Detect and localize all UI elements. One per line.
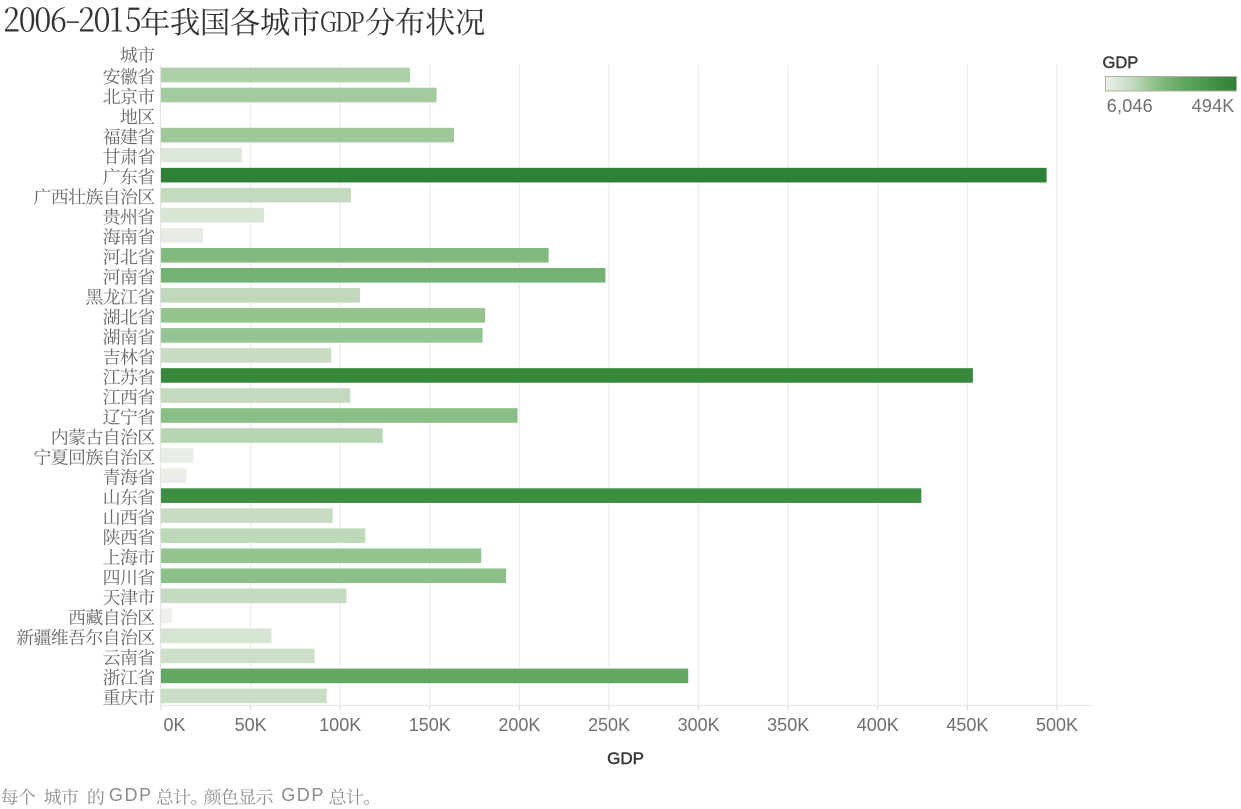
svg-text:300K: 300K xyxy=(678,715,720,735)
svg-text:250K: 250K xyxy=(588,715,630,735)
svg-text:450K: 450K xyxy=(946,715,988,735)
svg-text:500K: 500K xyxy=(1036,715,1078,735)
svg-text:350K: 350K xyxy=(767,715,809,735)
svg-text:GDP: GDP xyxy=(607,749,644,768)
svg-text:100K: 100K xyxy=(319,715,361,735)
svg-text:494K: 494K xyxy=(1192,96,1235,116)
svg-text:GDP: GDP xyxy=(1103,54,1139,72)
svg-text:50K: 50K xyxy=(235,715,267,735)
svg-text:150K: 150K xyxy=(409,715,451,735)
svg-text:6,046: 6,046 xyxy=(1107,96,1153,116)
svg-text:400K: 400K xyxy=(857,715,899,735)
svg-text:GDP: GDP xyxy=(281,785,325,805)
svg-text:200K: 200K xyxy=(498,715,540,735)
svg-text:0K: 0K xyxy=(164,715,186,735)
svg-text:GDP: GDP xyxy=(109,785,153,805)
